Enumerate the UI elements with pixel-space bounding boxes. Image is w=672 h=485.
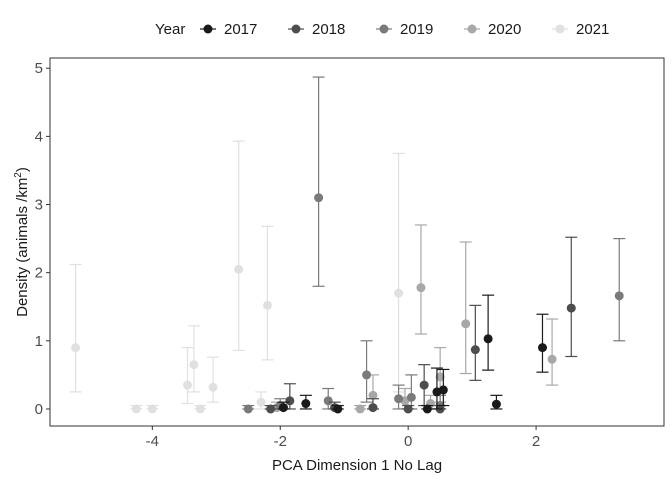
data-point (422, 404, 432, 414)
data-point (461, 319, 471, 329)
plot-panel (49, 57, 665, 427)
y-axis-label: Density (animals /km2) (13, 167, 31, 317)
y-tick-label: 2 (35, 265, 43, 282)
data-point (262, 300, 272, 310)
legend-title: Year (155, 21, 185, 38)
data-point (416, 283, 426, 293)
legend-label: 2020 (488, 21, 521, 38)
data-point (547, 354, 557, 364)
y-tick-label: 0 (35, 401, 43, 418)
data-point (355, 404, 365, 414)
error-bar (414, 224, 427, 335)
x-axis-label: PCA Dimension 1 No Lag (272, 457, 442, 474)
legend-entry-2021: 2021 (552, 21, 609, 38)
data-point (403, 404, 413, 414)
y-axis-label-tail: ) (14, 167, 31, 172)
data-point (208, 382, 218, 392)
legend-key-point (555, 24, 565, 34)
data-point (394, 394, 404, 404)
data-point (406, 392, 416, 402)
error-bar (482, 294, 495, 371)
y-axis-label-sup: 2 (13, 172, 24, 178)
data-point (470, 345, 480, 355)
error-bar (613, 237, 626, 342)
legend-key-point (203, 24, 213, 34)
legend-entry-2020: 2020 (464, 21, 521, 38)
error-bar (565, 236, 578, 358)
error-bar (232, 140, 245, 351)
x-tick-label: 0 (404, 433, 412, 450)
y-tick-label: 3 (35, 197, 43, 214)
x-axis: -4 -2 0 2 (146, 426, 540, 450)
data-point (278, 403, 288, 413)
data-point (147, 404, 157, 414)
data-point (234, 264, 244, 274)
error-bar (187, 325, 200, 393)
x-tick-label: 2 (532, 433, 540, 450)
series-2021 (69, 140, 405, 414)
legend-entry-2019: 2019 (376, 21, 433, 38)
series-2018 (264, 236, 578, 414)
data-point (333, 404, 343, 414)
legend-label: 2021 (576, 21, 609, 38)
data-point (483, 334, 493, 344)
data-point (362, 370, 372, 380)
y-tick-label: 4 (35, 128, 43, 145)
legend-entries: 2017 2018 2019 2020 2021 (200, 21, 609, 38)
data-point (243, 404, 253, 414)
data-point (491, 399, 501, 409)
error-bar (546, 318, 559, 386)
data-point (368, 390, 378, 400)
data-point (266, 404, 276, 414)
error-bar (469, 304, 482, 381)
data-point (256, 397, 266, 407)
legend: Year 2017 2018 2019 2020 2021 (155, 21, 609, 38)
data-point (614, 291, 624, 301)
data-point (438, 385, 448, 395)
legend-entry-2017: 2017 (200, 21, 257, 38)
data-point (323, 396, 333, 406)
data-point (368, 403, 378, 413)
data-point (189, 360, 199, 370)
data-point (394, 288, 404, 298)
data-point (435, 372, 445, 382)
error-bar (261, 225, 274, 361)
data-point (195, 404, 205, 414)
data-point (419, 380, 429, 390)
y-tick-label: 1 (35, 333, 43, 350)
data-point (314, 193, 324, 203)
series-2017 (277, 294, 549, 414)
x-tick-label: -4 (146, 433, 159, 450)
data-point (285, 396, 295, 406)
data-point (183, 380, 193, 390)
data-point (566, 303, 576, 313)
series-layer (69, 76, 626, 414)
legend-key-point (291, 24, 301, 34)
data-point (71, 343, 81, 353)
error-bar (312, 76, 325, 287)
error-bar (181, 347, 194, 405)
y-tick-label: 5 (35, 60, 43, 77)
legend-key-point (467, 24, 477, 34)
legend-label: 2018 (312, 21, 345, 38)
y-axis: 0 1 2 3 4 5 (35, 60, 50, 418)
x-tick-label: -2 (274, 433, 287, 450)
legend-label: 2019 (400, 21, 433, 38)
data-point (537, 343, 547, 353)
error-bar (459, 241, 472, 375)
error-bar (207, 356, 220, 403)
y-axis-label-main: Density (animals /km (14, 178, 31, 317)
error-bar (69, 263, 82, 393)
data-point (301, 399, 311, 409)
data-point (131, 404, 141, 414)
legend-entry-2018: 2018 (288, 21, 345, 38)
legend-label: 2017 (224, 21, 257, 38)
legend-key-point (379, 24, 389, 34)
